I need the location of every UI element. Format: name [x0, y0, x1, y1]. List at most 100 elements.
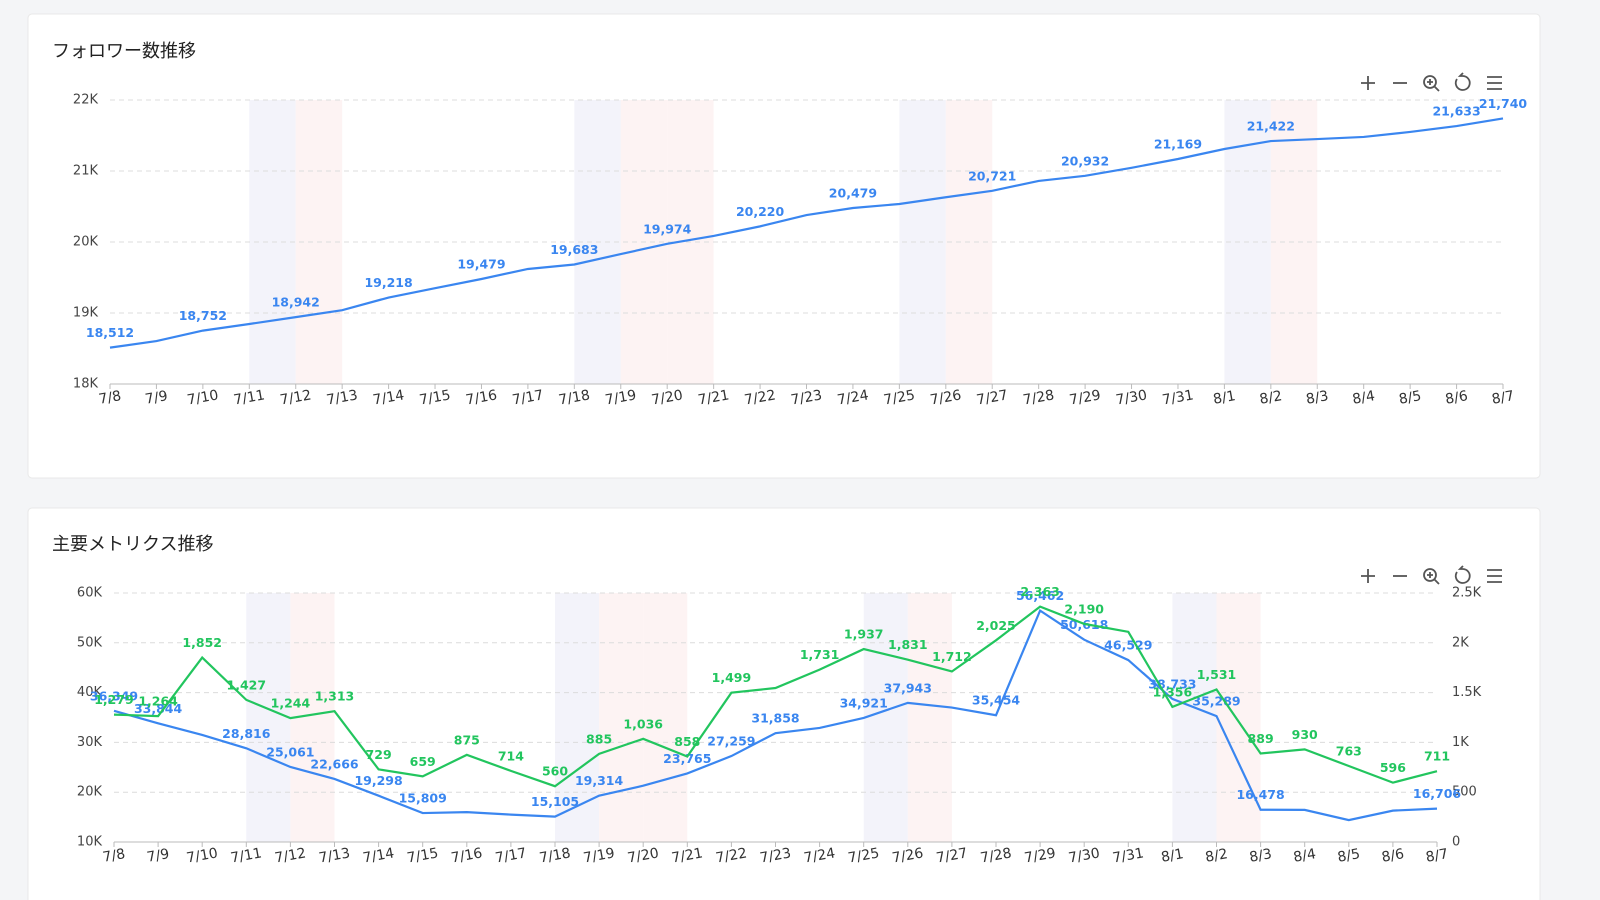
y-tick-label: 21K [73, 164, 99, 179]
data-label: 19,974 [643, 221, 692, 236]
x-tick-label: 7/12 [274, 845, 308, 866]
data-label: 889 [1248, 731, 1274, 746]
data-label: 729 [366, 747, 392, 762]
y-tick-label: 10K [77, 835, 103, 850]
x-tick-label: 8/2 [1204, 846, 1229, 866]
x-tick-label: 8/5 [1398, 388, 1423, 408]
data-label: 21,633 [1432, 104, 1480, 119]
weekend-band [863, 593, 908, 842]
data-label: 1,852 [182, 635, 222, 650]
x-tick-label: 7/11 [229, 845, 263, 866]
data-label: 20,721 [968, 168, 1016, 183]
data-label: 19,298 [354, 773, 402, 788]
weekend-band [246, 593, 291, 842]
x-tick-label: 7/14 [372, 387, 406, 408]
menu-button[interactable] [1487, 569, 1502, 583]
data-label: 596 [1380, 760, 1406, 775]
card [27, 507, 1541, 900]
y-tick-label: 19K [73, 306, 99, 321]
x-tick-label: 7/24 [803, 845, 837, 866]
data-label: 930 [1292, 727, 1318, 742]
y-tick-label: 50K [77, 635, 103, 650]
data-label: 1,731 [800, 647, 840, 662]
x-tick-label: 7/25 [882, 387, 916, 408]
data-label: 20,220 [736, 204, 785, 219]
x-tick-label: 7/30 [1067, 845, 1101, 866]
data-label: 21,169 [1154, 137, 1202, 152]
data-label: 1,499 [712, 670, 752, 685]
x-tick-label: 7/18 [557, 387, 591, 408]
y-tick-label: 22K [73, 93, 99, 108]
y2-tick-label: 2.5K [1452, 586, 1482, 601]
y2-tick-label: 500 [1452, 785, 1477, 800]
x-tick-label: 7/19 [582, 845, 616, 866]
x-tick-label: 7/15 [406, 845, 440, 866]
series-line [113, 608, 1438, 822]
x-tick-label: 8/3 [1248, 846, 1273, 866]
x-tick-label: 7/14 [362, 845, 396, 866]
data-label: 1,356 [1153, 684, 1193, 699]
y2-tick-label: 1K [1452, 735, 1469, 750]
x-tick-label: 7/31 [1161, 387, 1195, 408]
data-label: 2,363 [1020, 584, 1060, 599]
menu-button[interactable] [1487, 76, 1502, 90]
x-tick-label: 7/28 [1022, 387, 1056, 408]
x-tick-label: 7/31 [1111, 845, 1145, 866]
data-label: 36,349 [90, 688, 138, 703]
chart-title: フォロワー数推移 [52, 41, 196, 62]
data-label: 1,264 [138, 694, 178, 709]
x-tick-label: 7/10 [186, 387, 220, 408]
reset-button[interactable] [1454, 565, 1471, 584]
zoom-in-button[interactable] [1361, 569, 1375, 583]
x-tick-label: 7/22 [743, 387, 777, 408]
x-tick-label: 7/27 [975, 387, 1009, 408]
x-tick-label: 7/24 [836, 387, 870, 408]
x-tick-label: 8/6 [1380, 846, 1405, 866]
x-tick-label: 7/20 [650, 387, 684, 408]
x-tick-label: 7/16 [450, 845, 484, 866]
card [27, 13, 1541, 479]
data-label: 21,740 [1479, 96, 1528, 111]
x-tick-label: 8/1 [1160, 846, 1185, 866]
data-label: 22,666 [310, 756, 359, 771]
data-label: 27,259 [707, 734, 755, 749]
y-tick-label: 20K [73, 235, 99, 250]
data-label: 18,752 [179, 308, 227, 323]
x-tick-label: 7/9 [144, 388, 169, 408]
data-label: 1,279 [94, 692, 134, 707]
reset-button[interactable] [1454, 72, 1471, 91]
series-line [109, 117, 1504, 349]
x-tick-label: 7/8 [102, 846, 127, 866]
chart-title: 主要メトリクス推移 [52, 534, 213, 555]
data-label: 33,844 [134, 701, 183, 716]
x-tick-label: 8/3 [1305, 388, 1330, 408]
data-label: 1,712 [932, 649, 972, 664]
y2-tick-label: 0 [1452, 835, 1460, 850]
data-label: 19,218 [364, 275, 412, 290]
x-tick-label: 7/29 [1023, 845, 1057, 866]
data-label: 20,932 [1061, 153, 1109, 168]
x-tick-label: 7/13 [318, 845, 352, 866]
x-tick-label: 7/18 [538, 845, 572, 866]
data-label: 21,422 [1247, 119, 1295, 134]
x-tick-label: 7/12 [279, 387, 313, 408]
data-label: 1,937 [844, 627, 884, 642]
x-tick-label: 7/19 [604, 387, 638, 408]
data-label: 560 [542, 764, 568, 779]
x-tick-label: 7/27 [935, 845, 969, 866]
zoom-select-button[interactable] [1423, 568, 1440, 585]
toolbar [1361, 565, 1502, 585]
zoom-select-button[interactable] [1423, 75, 1440, 92]
x-tick-label: 8/1 [1212, 388, 1237, 408]
y2-tick-label: 2K [1452, 635, 1469, 650]
data-label: 19,479 [457, 256, 505, 271]
zoom-in-button[interactable] [1361, 76, 1375, 90]
data-label: 34,921 [840, 695, 888, 710]
data-label: 19,683 [550, 242, 598, 257]
x-tick-label: 7/25 [847, 845, 881, 866]
toolbar [1361, 72, 1502, 92]
x-tick-label: 7/16 [465, 387, 499, 408]
series-line [113, 605, 1438, 788]
x-tick-label: 7/9 [146, 846, 171, 866]
